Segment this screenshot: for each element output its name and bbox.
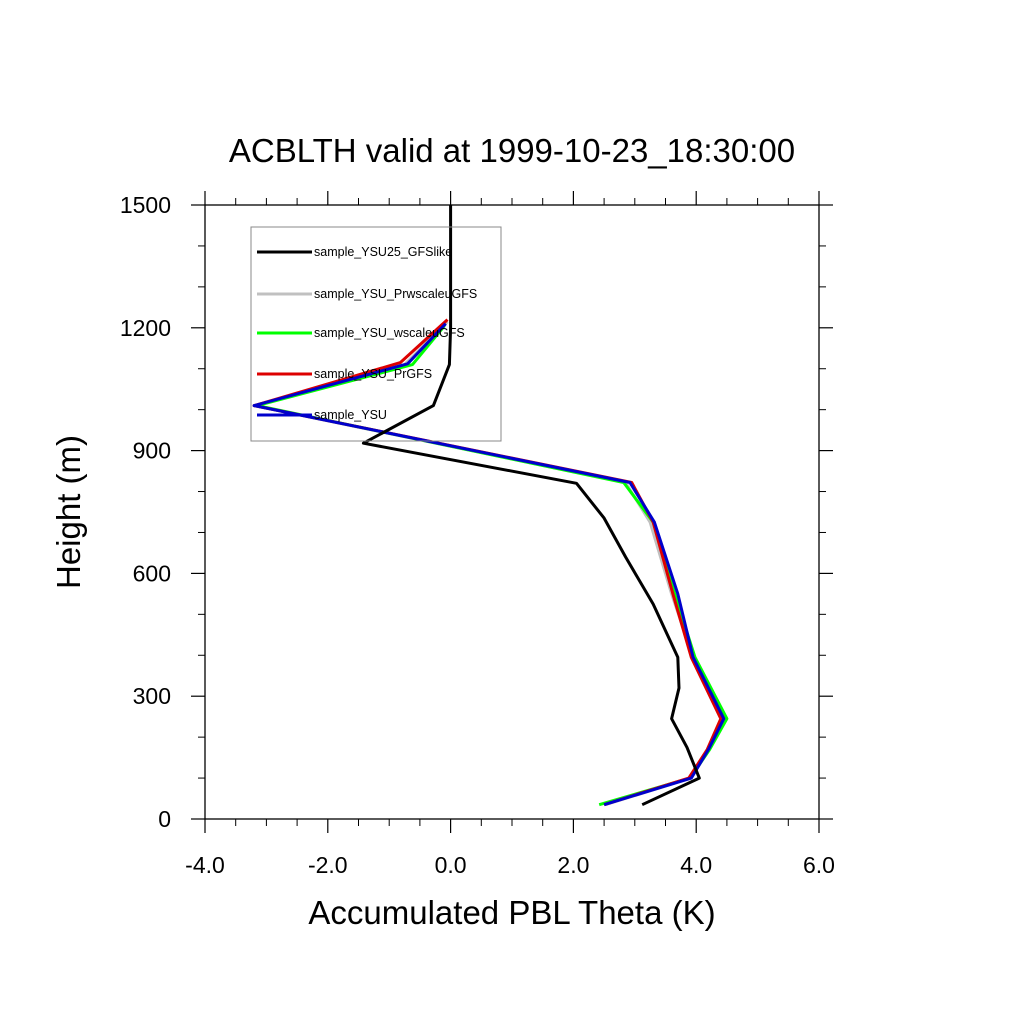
series-line (255, 324, 729, 807)
legend-label: sample_YSU25_GFSlike (314, 245, 452, 259)
y-tick-label: 0 (158, 806, 171, 832)
legend-label: sample_YSU_PrGFS (314, 367, 432, 381)
legend-label: sample_YSU_wscaleuGFS (314, 326, 465, 340)
plot-frame (204, 204, 820, 820)
legend-label: sample_YSU_PrwscaleuGFS (314, 287, 477, 301)
x-tick-label: -4.0 (185, 852, 225, 878)
chart-title: ACBLTH valid at 1999-10-23_18:30:00 (229, 132, 795, 169)
series-line (252, 322, 726, 807)
y-tick-label: 900 (133, 438, 171, 464)
series-line (361, 205, 701, 807)
y-tick-label: 600 (133, 560, 171, 586)
series-line (252, 318, 723, 807)
x-tick-label: -2.0 (308, 852, 348, 878)
x-tick-label: 0.0 (435, 852, 467, 878)
y-tick-label: 1500 (120, 192, 171, 218)
plot-area: -4.0 -2.0 0.0 2.0 4.0 6.0 0 300 600 900 1200 1500 sa… (120, 191, 835, 878)
legend-box (250, 226, 502, 442)
x-tick-label: 4.0 (680, 852, 712, 878)
x-axis-label: Accumulated PBL Theta (K) (308, 894, 715, 931)
y-tick-label: 1200 (120, 315, 171, 341)
y-tick-label: 300 (133, 683, 171, 709)
legend-label: sample_YSU (314, 408, 387, 422)
series-line (252, 320, 726, 807)
x-tick-label: 2.0 (557, 852, 589, 878)
x-tick-label: 6.0 (803, 852, 835, 878)
y-axis-label: Height (m) (50, 435, 87, 589)
